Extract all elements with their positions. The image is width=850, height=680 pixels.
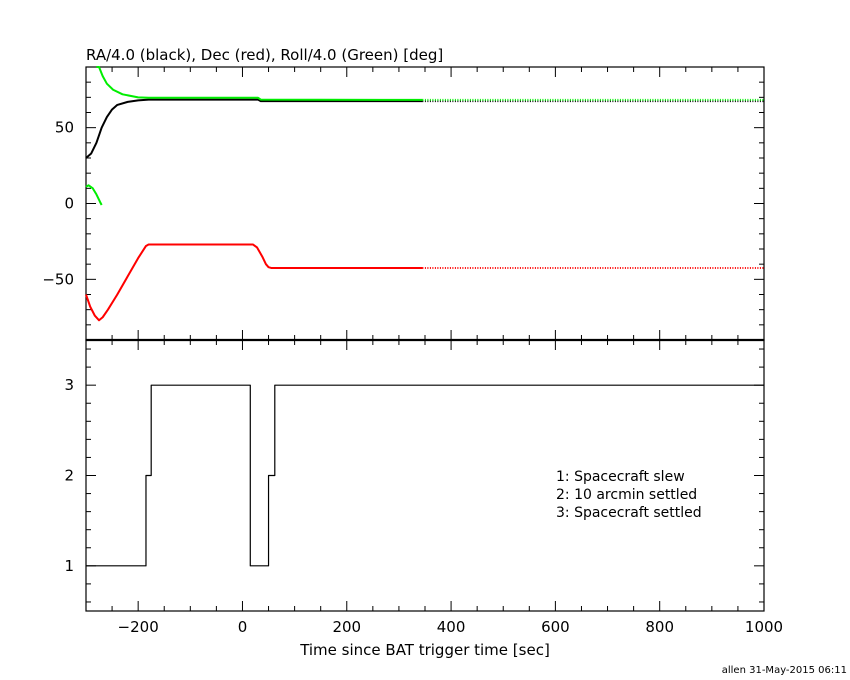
top-y-tick-label: 50 — [55, 119, 74, 137]
top-y-tick-labels: −50 0 50 — [42, 119, 74, 289]
bottom-tick-marks — [85, 340, 765, 611]
x-tick-label: 800 — [645, 618, 674, 636]
top-y-tick-label: 0 — [64, 195, 74, 213]
top-tick-marks — [85, 66, 765, 341]
x-tick-label: 0 — [238, 618, 248, 636]
legend-line-1: 1: Spacecraft slew — [556, 469, 685, 485]
chart-title: RA/4.0 (black), Dec (red), Roll/4.0 (Gre… — [86, 46, 443, 64]
top-series-line-3 — [85, 184, 103, 206]
bottom-y-tick-label: 2 — [64, 467, 74, 485]
top-series-group — [85, 66, 764, 322]
top-series-line-1 — [85, 243, 423, 322]
x-tick-labels: −200 0 200 400 600 800 1000 — [118, 618, 784, 636]
bottom-panel: 1 2 3 −200 0 200 400 600 800 1000 1: Spacecraft … — [64, 338, 784, 659]
bottom-y-tick-label: 1 — [64, 557, 74, 575]
bottom-series-group — [86, 384, 764, 567]
x-tick-label: 200 — [332, 618, 361, 636]
x-tick-label: 1000 — [745, 618, 783, 636]
bottom-series-line-0 — [86, 384, 764, 567]
top-series-line-0 — [85, 98, 423, 159]
x-tick-label: 400 — [437, 618, 466, 636]
x-tick-label: 600 — [541, 618, 570, 636]
top-plot-frame — [85, 66, 765, 341]
bottom-y-tick-labels: 1 2 3 — [64, 376, 74, 575]
x-tick-label: −200 — [118, 618, 159, 636]
legend-line-2: 2: 10 arcmin settled — [556, 487, 697, 503]
top-y-tick-label: −50 — [42, 270, 74, 288]
legend-line-3: 3: Spacecraft settled — [556, 505, 702, 521]
footer-credit: allen 31-May-2015 06:11 — [722, 665, 847, 676]
bottom-y-tick-label: 3 — [64, 376, 74, 394]
x-axis-label: Time since BAT trigger time [sec] — [299, 641, 550, 659]
top-panel: RA/4.0 (black), Dec (red), Roll/4.0 (Gre… — [42, 46, 765, 341]
status-legend: 1: Spacecraft slew 2: 10 arcmin settled … — [556, 469, 702, 521]
top-series-line-2 — [96, 66, 423, 101]
